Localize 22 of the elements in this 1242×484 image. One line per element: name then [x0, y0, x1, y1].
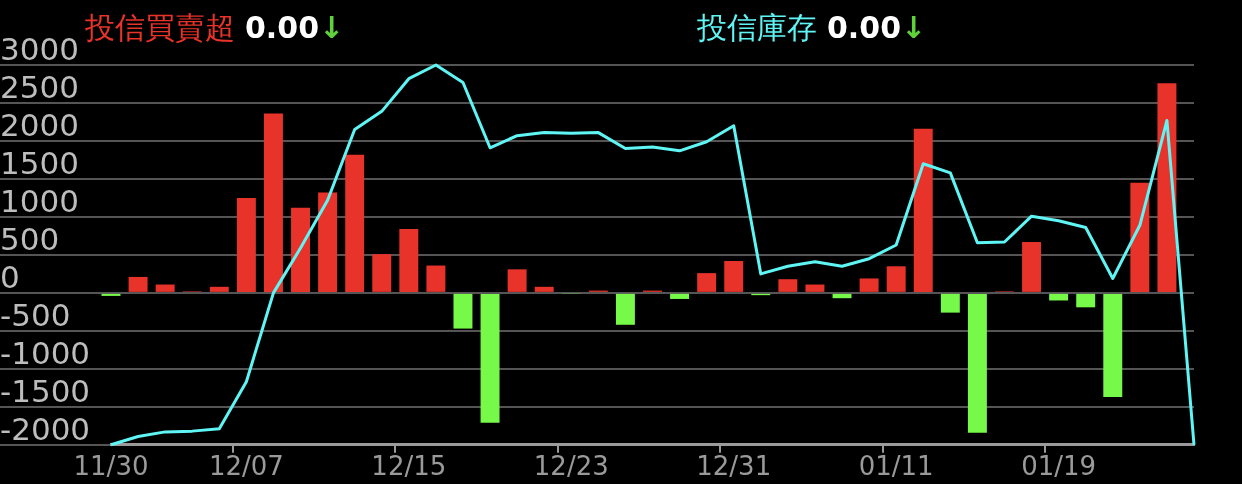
y-tick-label: 0 — [0, 258, 20, 295]
x-tick-label: 12/23 — [533, 451, 609, 482]
y-tick-label: 3000 — [0, 31, 79, 68]
y-tick-label: -1000 — [0, 334, 91, 371]
text: 0.00↓ — [245, 10, 345, 45]
y-tick-label: -2000 — [0, 410, 91, 447]
x-tick-label: 12/15 — [371, 451, 447, 482]
text: 投信庫存 — [697, 10, 817, 45]
text: 0.00↓ — [827, 10, 927, 45]
y-tick-label: 1500 — [0, 144, 79, 181]
y-tick-label: 1000 — [0, 182, 79, 219]
x-tick-label: 11/30 — [73, 451, 149, 482]
x-tick-label: 01/11 — [858, 451, 934, 482]
y-tick-label: 2000 — [0, 107, 79, 144]
x-tick-label: 12/31 — [696, 451, 772, 482]
y-tick-label: -1500 — [0, 372, 91, 409]
x-tick-label: 12/07 — [208, 451, 284, 482]
y-tick-label: -500 — [0, 296, 71, 333]
text: 投信買賣超 — [85, 10, 235, 45]
y-tick-label: 2500 — [0, 69, 79, 106]
y-tick-label: 500 — [0, 220, 60, 257]
x-tick-label: 01/19 — [1021, 451, 1097, 482]
